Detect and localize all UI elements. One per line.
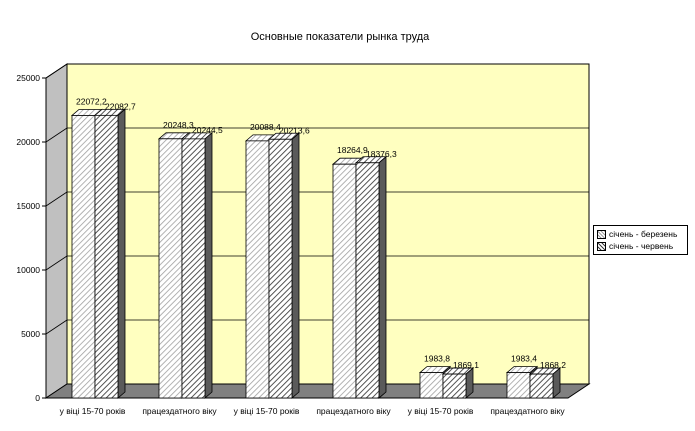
bar <box>94 114 119 399</box>
bar <box>71 115 96 399</box>
side-wall <box>45 63 68 399</box>
bar <box>268 138 293 399</box>
bar-side <box>204 132 213 399</box>
bar <box>506 372 531 399</box>
data-label: 20248,3 <box>163 120 194 130</box>
y-tick-label: 0 <box>35 393 40 403</box>
x-tick-label: у віці 15-70 років <box>408 406 474 416</box>
bar <box>529 373 554 399</box>
data-label: 1983,4 <box>511 354 537 364</box>
legend-label: січень - березень <box>609 229 678 239</box>
y-tick-label: 15000 <box>16 201 40 211</box>
x-tick-label: у віці 15-70 років <box>60 406 126 416</box>
legend-swatch-icon <box>597 230 606 240</box>
data-label: 22072,2 <box>76 96 107 106</box>
legend-item: січень - червень <box>597 241 674 252</box>
y-tick-label: 20000 <box>16 137 40 147</box>
data-label: 18376,3 <box>366 149 397 159</box>
back-wall <box>66 63 590 385</box>
bar <box>181 138 206 399</box>
data-label: 1869,1 <box>453 360 479 370</box>
bar-side <box>378 155 387 399</box>
x-tick-label: працездатного віку <box>142 406 217 416</box>
data-label: 22082,7 <box>105 101 136 111</box>
gridline <box>45 255 68 271</box>
bar-side <box>291 132 300 399</box>
data-label: 20244,5 <box>192 125 223 135</box>
data-label: 20088,4 <box>250 122 281 132</box>
x-tick-label: у віці 15-70 років <box>234 406 300 416</box>
legend-swatch-icon <box>597 242 606 252</box>
bar-side <box>117 108 126 399</box>
bar <box>332 163 357 399</box>
data-label: 1983,8 <box>424 354 450 364</box>
gridline <box>45 191 68 207</box>
y-tick-label: 10000 <box>16 265 40 275</box>
data-label: 18264,9 <box>337 145 368 155</box>
gridline <box>45 127 68 143</box>
bar <box>158 138 183 399</box>
bar <box>419 372 444 399</box>
legend: січень - березень січень - червень <box>593 225 688 255</box>
bar <box>442 373 467 399</box>
legend-item: січень - березень <box>597 229 678 240</box>
chart-title: Основные показатели рынка труда <box>251 31 430 43</box>
data-label: 20213,6 <box>279 125 310 135</box>
x-tick-label: працездатного віку <box>490 406 565 416</box>
bar <box>355 162 380 399</box>
gridline <box>45 319 68 335</box>
data-label: 1868,2 <box>540 360 566 370</box>
bar <box>245 140 270 399</box>
y-tick-label: 5000 <box>21 329 40 339</box>
x-tick-label: працездатного віку <box>316 406 391 416</box>
y-tick-label: 25000 <box>16 73 40 83</box>
legend-label: січень - червень <box>609 241 674 251</box>
gridline <box>45 63 68 79</box>
